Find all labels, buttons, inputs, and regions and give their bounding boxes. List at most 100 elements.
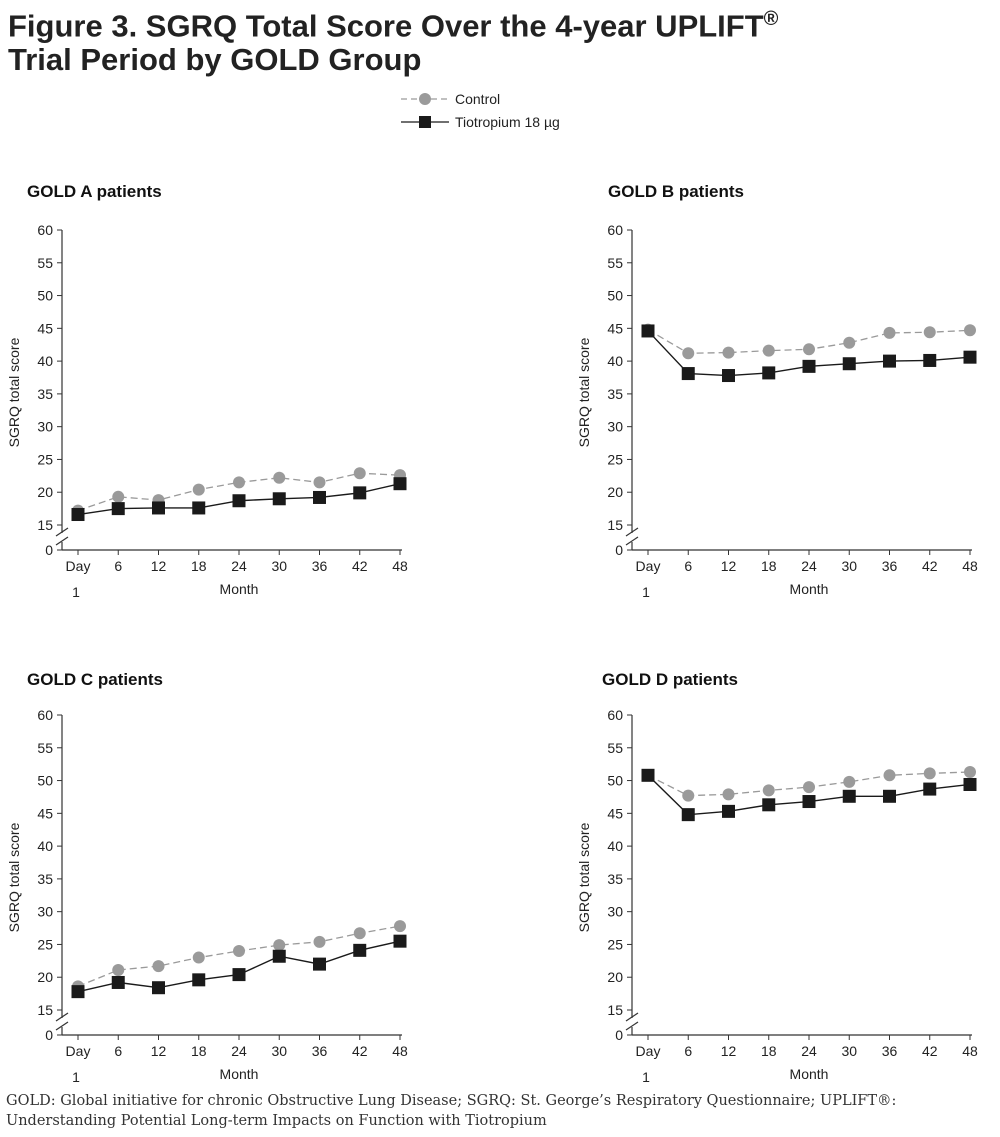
gold-b-y-tick-label: 45: [607, 320, 623, 336]
gold-a-tiotropium-point: [192, 501, 206, 515]
gold-b-control-point: [843, 336, 856, 349]
chart-gold-c: 0 15 20 25 30 35 40 45 50 55 60 Day 1 6 12 18 24 30 36 42 48…: [6, 707, 408, 1085]
gold-c-tiotropium-point: [192, 973, 206, 987]
gold-d-x-tick-label-line2: 1: [642, 1069, 650, 1085]
gold-a-tiotropium-point: [71, 508, 85, 522]
gold-c-y-tick-label: 40: [37, 838, 53, 854]
gold-b-y-tick-label: 40: [607, 353, 623, 369]
gold-b-tiotropium-point: [802, 359, 816, 373]
gold-a-tiotropium-point: [272, 492, 286, 506]
gold-a-x-tick-label: 12: [151, 558, 167, 574]
gold-c-control-point: [233, 945, 245, 957]
gold-b-tiotropium-point: [641, 324, 655, 338]
panel-title-gold-d: GOLD D patients: [602, 670, 739, 689]
gold-d-y-tick-label: 40: [607, 838, 623, 854]
gold-d-y-tick-label: 30: [607, 904, 623, 920]
gold-d-tiotropium-point: [681, 808, 695, 822]
gold-a-x-tick-label: 30: [271, 558, 287, 574]
gold-c-tiotropium-point: [353, 943, 367, 957]
gold-b-x-tick-label: 18: [761, 558, 777, 574]
gold-b-axis-break-mark: [625, 536, 639, 546]
gold-b-x-tick-label: 36: [882, 558, 898, 574]
gold-c-y-tick-label: 25: [37, 936, 53, 952]
gold-b-y-tick-label: 50: [607, 288, 623, 304]
gold-d-y-tick-label: 50: [607, 773, 623, 789]
gold-d-x-tick-label: 48: [962, 1043, 978, 1059]
gold-c-tiotropium-point: [313, 957, 326, 971]
gold-b-y-tick-label: 30: [607, 419, 623, 435]
gold-d-axis-break-mark: [625, 1012, 639, 1022]
figure-title-registered-mark: ®: [763, 8, 779, 30]
gold-c-y-axis-label: SGRQ total score: [6, 822, 22, 932]
gold-d-control-point: [803, 781, 815, 794]
gold-c-tiotropium-point: [71, 985, 85, 999]
gold-a-tiotropium-point: [353, 486, 367, 500]
gold-c-tiotropium-point: [111, 975, 125, 989]
gold-b-y-tick-label: 20: [607, 484, 623, 500]
gold-c-x-tick-label: 18: [191, 1043, 207, 1059]
gold-a-tiotropium-point: [232, 494, 246, 508]
gold-a-x-tick-label: 24: [231, 558, 247, 574]
gold-b-x-tick-label: 6: [684, 558, 692, 574]
gold-b-y-tick-label: 25: [607, 451, 623, 467]
gold-a-control-point: [192, 483, 205, 496]
gold-b-control-point: [722, 346, 735, 359]
gold-a-y-tick-label: 20: [37, 484, 53, 500]
gold-b-x-tick-label: 24: [801, 558, 817, 574]
gold-c-y-tick-label: 0: [45, 1027, 53, 1043]
gold-d-tiotropium-point: [842, 789, 856, 803]
gold-d-y-tick-label: 35: [607, 871, 623, 887]
gold-c-y-tick-label: 15: [37, 1002, 53, 1018]
gold-d-x-tick-label: 30: [841, 1043, 857, 1059]
gold-d-tiotropium-point: [762, 798, 776, 812]
gold-a-control-point: [353, 467, 366, 480]
gold-b-control-point: [682, 347, 695, 360]
gold-a-x-tick-label: 42: [352, 558, 368, 574]
gold-d-tiotropium-point: [963, 777, 977, 791]
gold-d-tiotropium-point: [883, 789, 896, 803]
gold-a-control-point: [112, 490, 125, 503]
gold-b-y-tick-label: 0: [615, 542, 623, 558]
gold-b-y-axis-label: SGRQ total score: [576, 337, 592, 447]
gold-c-control-point: [192, 951, 205, 964]
gold-c-y-tick-label: 50: [37, 773, 53, 789]
gold-c-control-point: [152, 960, 165, 973]
gold-d-tiotropium-point: [641, 768, 655, 782]
gold-a-control-point: [313, 476, 326, 489]
legend-swatches: [401, 93, 449, 128]
gold-c-x-axis-label: Month: [220, 1066, 259, 1082]
gold-b-x-tick-label: Day: [636, 558, 661, 574]
gold-a-y-tick-label: 30: [37, 419, 53, 435]
gold-d-y-tick-label: 0: [615, 1027, 623, 1043]
gold-c-control-point: [273, 939, 286, 952]
gold-a-x-tick-label: 36: [312, 558, 328, 574]
gold-c-x-tick-label: 36: [312, 1043, 328, 1059]
legend-tiotropium-marker: [419, 116, 431, 128]
gold-b-tiotropium-point: [963, 350, 977, 364]
gold-b-x-tick-label: 48: [962, 558, 978, 574]
gold-d-control-point: [964, 766, 976, 779]
gold-b-x-tick-label: 12: [721, 558, 737, 574]
gold-c-tiotropium-point: [393, 934, 407, 948]
gold-a-y-tick-label: 50: [37, 288, 53, 304]
gold-c-y-tick-label: 55: [37, 740, 53, 756]
gold-d-control-point: [883, 769, 896, 782]
gold-c-control-point: [313, 935, 326, 948]
gold-d-axis-break-mark: [625, 1021, 639, 1031]
gold-b-tiotropium-point: [842, 357, 856, 371]
gold-c-axis-break-mark: [55, 1021, 69, 1031]
gold-c-x-tick-label: Day: [66, 1043, 91, 1059]
gold-a-y-tick-label: 15: [37, 517, 53, 533]
gold-b-tiotropium-point: [883, 354, 896, 368]
gold-a-tiotropium-point: [111, 502, 125, 516]
gold-b-tiotropium-point: [923, 353, 937, 367]
gold-d-tiotropium-point: [923, 782, 937, 796]
gold-a-x-tick-label: 6: [114, 558, 122, 574]
gold-a-x-tick-label: 48: [392, 558, 408, 574]
gold-a-y-tick-label: 35: [37, 386, 53, 402]
gold-d-x-tick-label: 6: [684, 1043, 692, 1059]
gold-c-tiotropium-point: [152, 981, 165, 995]
figure-title: Figure 3. SGRQ Total Score Over the 4-ye…: [8, 2, 908, 77]
gold-c-tiotropium-point: [232, 968, 246, 982]
gold-c-y-tick-label: 60: [37, 707, 53, 723]
